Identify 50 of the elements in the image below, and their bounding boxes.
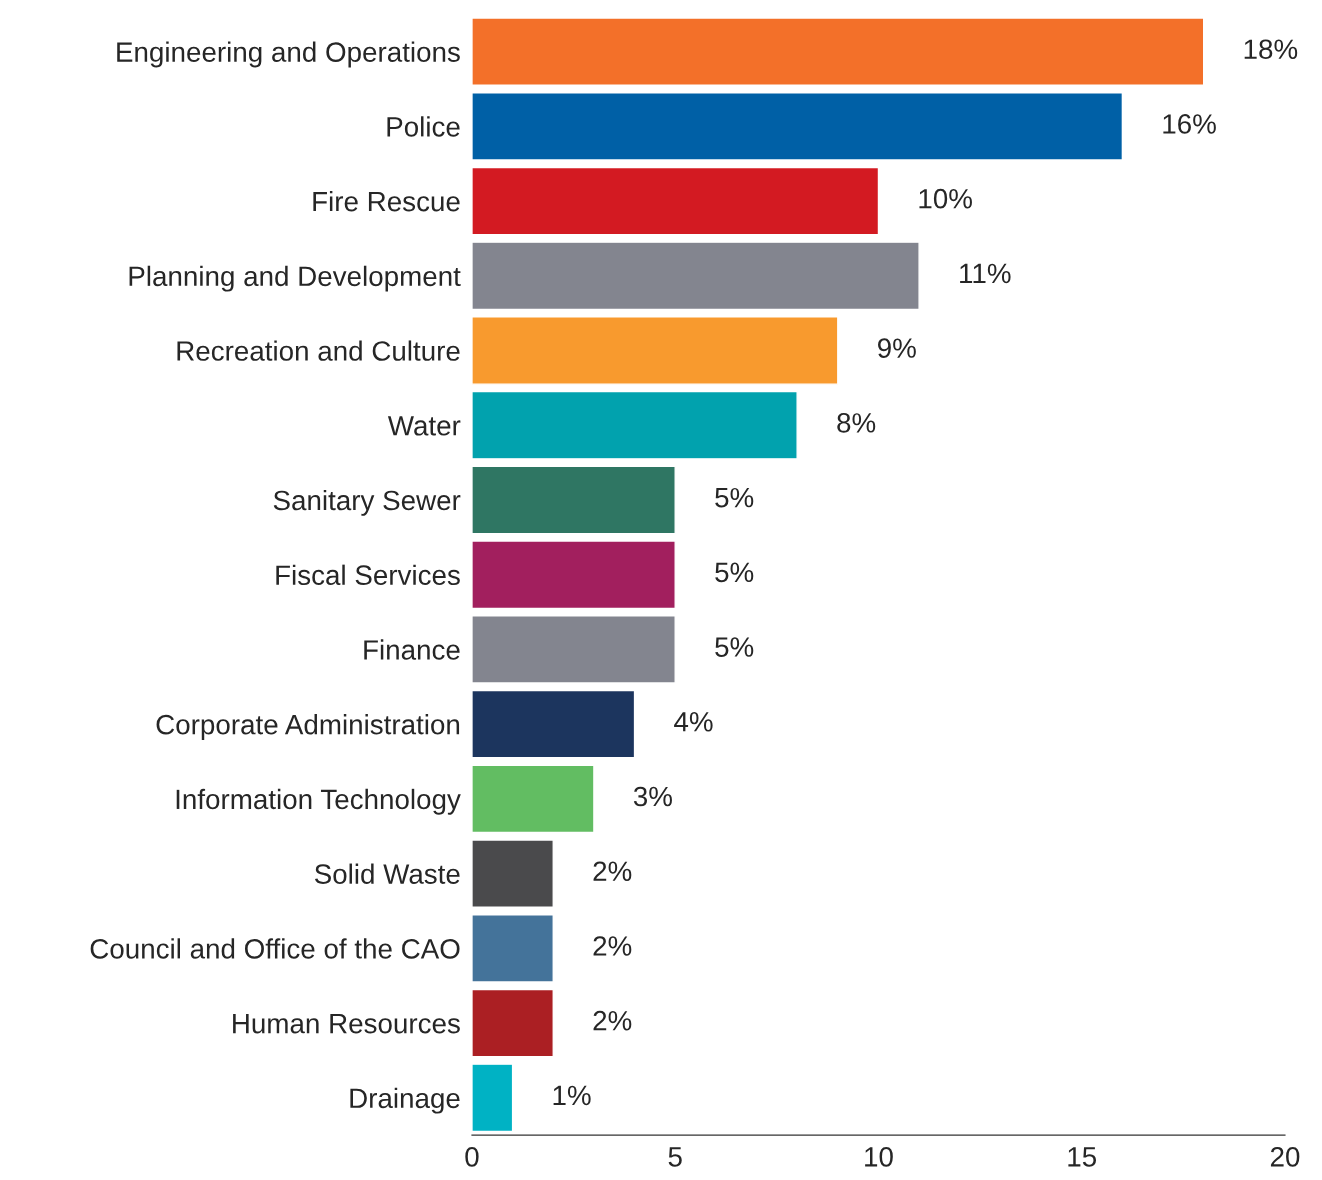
y-tick-label: Information Technology bbox=[176, 788, 461, 815]
y-tick-label: Engineering and Operations bbox=[117, 41, 460, 68]
bar bbox=[471, 764, 595, 834]
bar bbox=[471, 390, 798, 460]
y-tick-label: Police bbox=[387, 116, 460, 137]
y-tick-label: Fire Rescue bbox=[313, 190, 460, 212]
bar bbox=[471, 465, 676, 535]
y-tick-label: Water bbox=[387, 416, 461, 436]
x-tick-label: 10 bbox=[865, 1147, 893, 1167]
bar bbox=[471, 689, 636, 759]
bar bbox=[471, 166, 880, 236]
data-label: 4% bbox=[674, 712, 713, 732]
data-label: 5% bbox=[715, 637, 754, 657]
y-tick-label: Solid Waste bbox=[314, 863, 460, 884]
bar bbox=[471, 17, 1205, 86]
y-tick-label: Planning and Development bbox=[129, 265, 461, 292]
bar bbox=[471, 1063, 514, 1133]
y-tick-label: Fiscal Services bbox=[276, 564, 460, 586]
data-label: 1% bbox=[553, 1085, 591, 1106]
data-label: 2% bbox=[593, 1010, 632, 1031]
x-tick-label: 0 bbox=[465, 1147, 479, 1167]
y-tick-label: Finance bbox=[364, 639, 460, 660]
x-tick-label: 15 bbox=[1068, 1147, 1097, 1167]
y-tick-label: Recreation and Culture bbox=[177, 340, 460, 361]
bar bbox=[471, 914, 554, 983]
data-label: 10% bbox=[919, 188, 972, 209]
data-label: 3% bbox=[633, 786, 672, 807]
y-tick-label: Human Resources bbox=[233, 1014, 460, 1034]
data-label: 11% bbox=[960, 263, 1011, 284]
data-label: 5% bbox=[715, 562, 754, 583]
y-tick-label: Council and Office of the CAO bbox=[90, 938, 460, 959]
bar bbox=[471, 241, 920, 311]
data-label: 9% bbox=[878, 338, 916, 358]
data-label: 8% bbox=[837, 413, 876, 433]
data-label: 18% bbox=[1244, 39, 1298, 60]
data-label: 16% bbox=[1163, 114, 1216, 134]
y-tick-label: Sanitary Sewer bbox=[273, 489, 461, 516]
bar bbox=[471, 316, 839, 385]
y-tick-label: Corporate Administration bbox=[156, 714, 460, 740]
bar bbox=[471, 839, 554, 908]
bar bbox=[471, 988, 554, 1058]
x-tick-label: 20 bbox=[1270, 1147, 1300, 1167]
y-tick-label: Drainage bbox=[350, 1087, 460, 1114]
bar bbox=[471, 615, 676, 684]
data-label: 5% bbox=[715, 487, 754, 508]
bar bbox=[471, 92, 1124, 161]
bar bbox=[471, 540, 676, 610]
data-label: 2% bbox=[593, 861, 632, 881]
x-tick-label: 5 bbox=[668, 1147, 682, 1167]
data-label: 2% bbox=[593, 936, 632, 956]
